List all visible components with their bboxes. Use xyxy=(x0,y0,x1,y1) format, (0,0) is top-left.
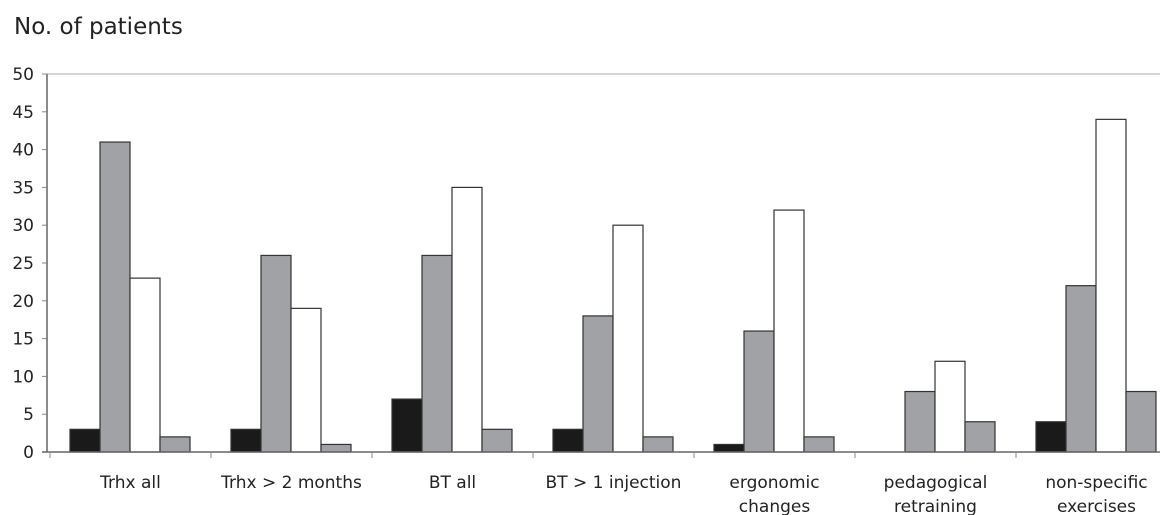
bar xyxy=(230,428,262,453)
bar xyxy=(934,360,966,453)
bar xyxy=(713,443,745,453)
bar xyxy=(552,428,584,453)
x-tick-label: pedagogical xyxy=(884,473,988,493)
x-tick-label: non-specific xyxy=(1045,473,1147,493)
y-tick-label: 50 xyxy=(12,65,34,85)
bar xyxy=(1095,118,1127,453)
bar xyxy=(159,436,191,453)
bar xyxy=(391,398,423,453)
chart-title: No. of patients xyxy=(14,14,183,40)
bar xyxy=(964,421,996,453)
bar xyxy=(612,224,644,453)
x-tick-label: Trhx all xyxy=(99,473,161,493)
x-tick-label: changes xyxy=(739,497,811,515)
y-tick-label: 5 xyxy=(23,405,34,425)
x-tick-label: retraining xyxy=(894,497,977,515)
bar xyxy=(129,277,161,453)
bar xyxy=(260,254,292,453)
x-tick-label: Trhx > 2 months xyxy=(220,473,362,493)
bar xyxy=(773,209,805,453)
y-tick-label: 10 xyxy=(12,367,34,387)
y-tick-label: 0 xyxy=(23,443,34,463)
y-tick-label: 35 xyxy=(12,178,34,198)
y-tick-label: 45 xyxy=(12,103,34,123)
bar xyxy=(904,390,936,453)
y-tick-label: 15 xyxy=(12,330,34,350)
bar xyxy=(69,428,101,453)
bar xyxy=(451,186,483,453)
y-tick-label: 40 xyxy=(12,141,34,161)
x-tick-label: ergonomic xyxy=(729,473,819,493)
bar xyxy=(803,436,835,453)
y-tick-label: 20 xyxy=(12,292,34,312)
bar xyxy=(1035,421,1067,453)
bar xyxy=(642,436,674,453)
bar xyxy=(743,330,775,453)
bar xyxy=(99,141,131,453)
bar xyxy=(481,428,513,453)
bar xyxy=(320,443,352,453)
bar xyxy=(1065,285,1097,453)
bar xyxy=(421,254,453,453)
bar xyxy=(582,315,614,453)
bar xyxy=(290,307,322,453)
x-tick-label: BT all xyxy=(429,473,476,493)
bar xyxy=(1125,390,1157,453)
y-tick-label: 25 xyxy=(12,254,34,274)
x-tick-label: BT > 1 injection xyxy=(546,473,682,493)
x-tick-label: exercises xyxy=(1057,497,1136,515)
y-tick-label: 30 xyxy=(12,216,34,236)
